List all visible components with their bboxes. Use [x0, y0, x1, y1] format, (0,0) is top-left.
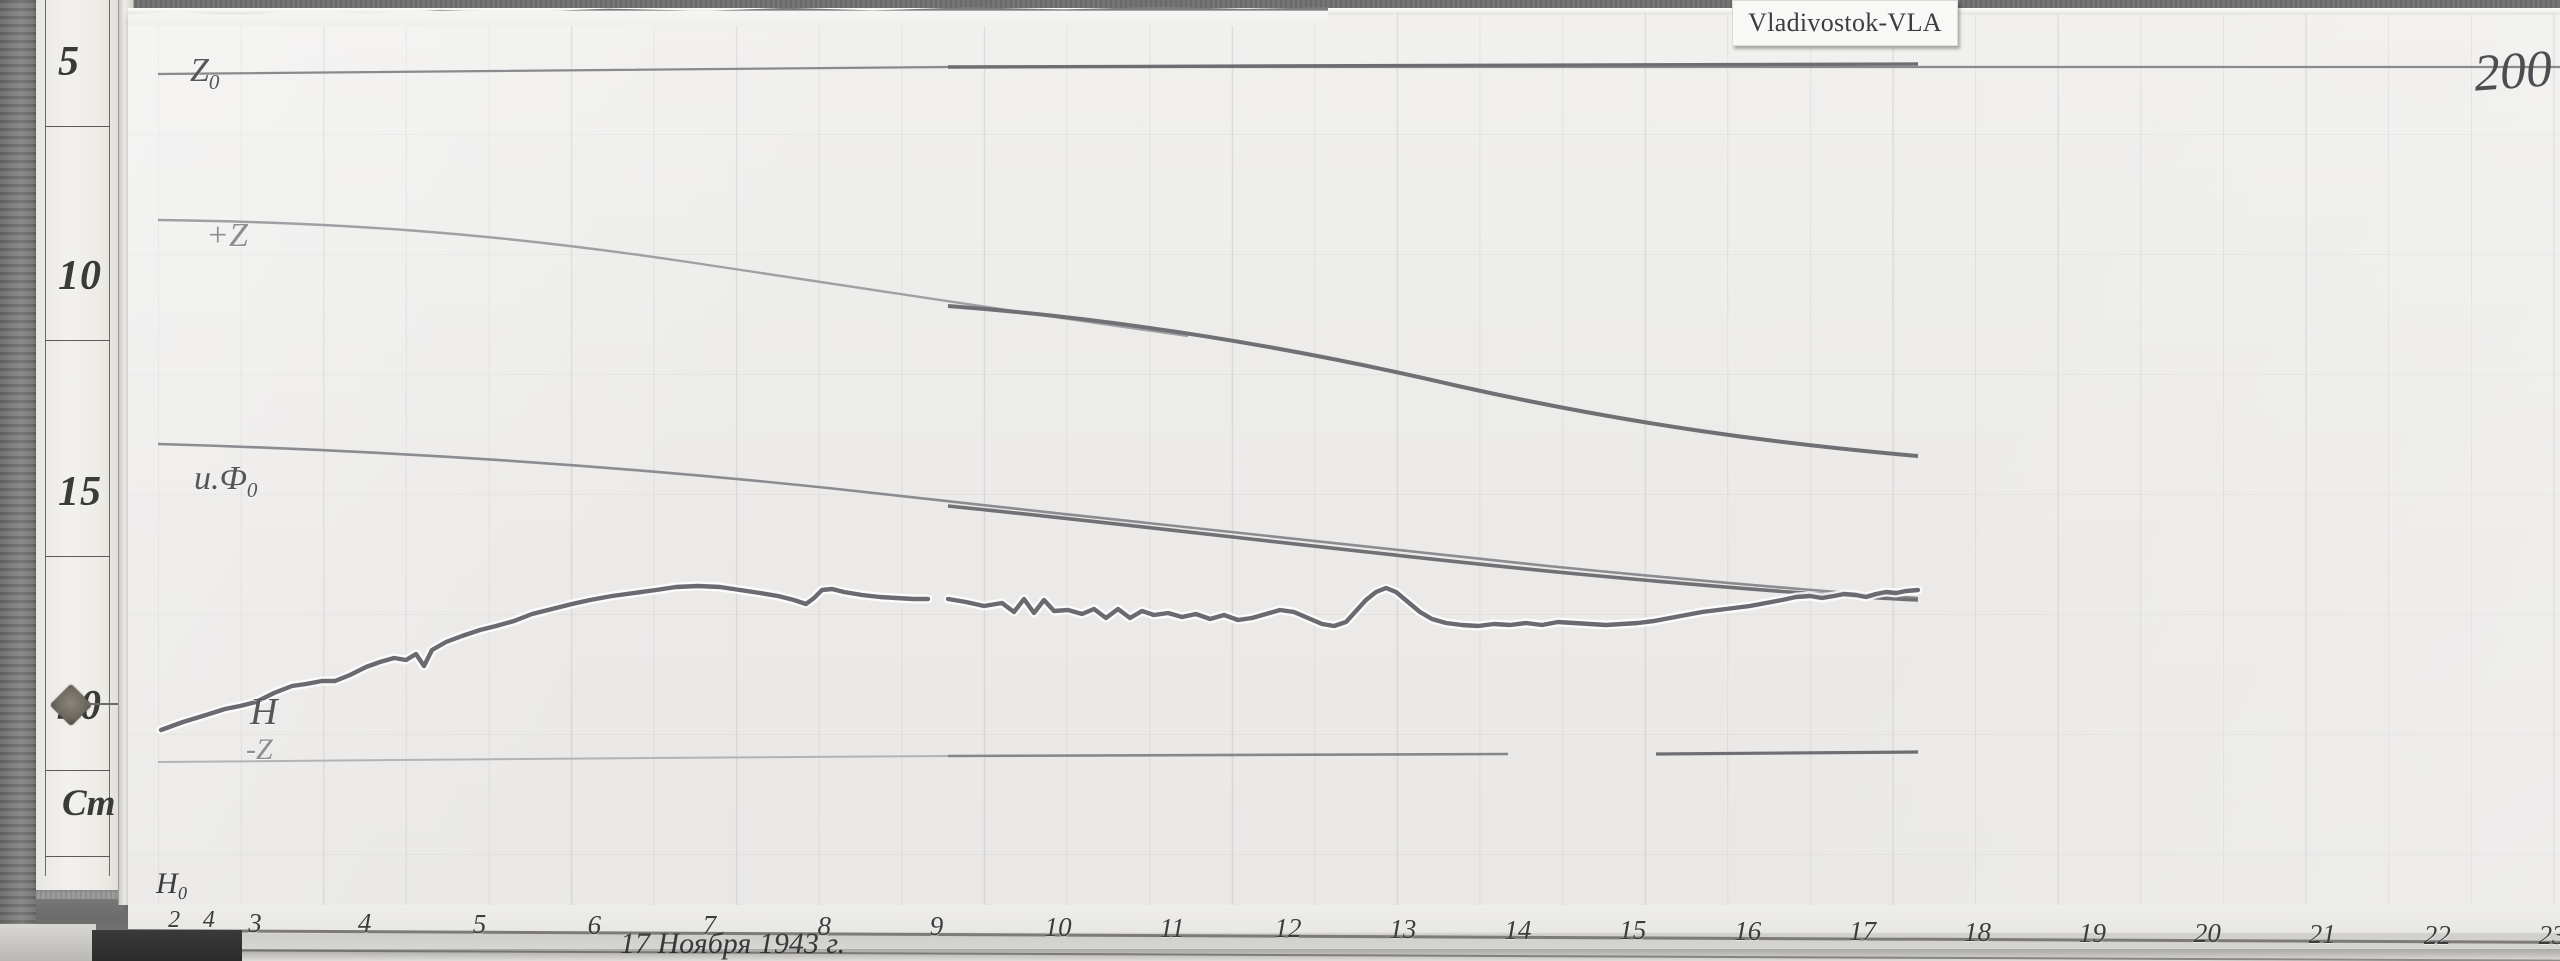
curve-label-z0: Z0 [190, 52, 220, 94]
time-tick-17: 17 [1849, 916, 1877, 947]
ruler-screw-line [86, 703, 122, 705]
trace-lower-baseline-right [1655, 750, 1919, 756]
axis-shadow [128, 949, 2560, 961]
time-tick-22: 22 [2423, 919, 2451, 950]
bottom-left-plate [0, 924, 96, 961]
time-tick-13: 13 [1389, 913, 1417, 944]
ruler-frame [45, 0, 110, 876]
curve-label-h: H [250, 691, 278, 733]
ruler-tick-15: 15 [58, 469, 102, 515]
time-tick-10: 10 [1044, 912, 1072, 943]
trace-lower-baseline-dark [947, 752, 1509, 758]
curve-label-plus-z: +Z [206, 217, 248, 254]
time-tick-4: 4 [202, 907, 215, 934]
time-axis: H₀ 2434567891011121314151617181920212223… [127, 867, 2560, 961]
ruler-unit-label: Cm [62, 783, 116, 824]
time-tick-4: 4 [357, 908, 372, 939]
centimeter-ruler: 5 10 15 20 Cm [36, 0, 128, 890]
time-tick-2: 2 [168, 907, 181, 934]
time-tick-8: 8 [817, 910, 832, 941]
time-tick-20: 20 [2193, 918, 2221, 949]
ruler-tick-5: 5 [58, 39, 80, 85]
time-tick-16: 16 [1734, 915, 1762, 946]
station-label: Vladivostok-VLA [1732, 0, 1958, 46]
trace-curves [156, 62, 2560, 763]
trace-z0-baseline-dark [947, 62, 1919, 69]
trace-lower-baseline [157, 755, 949, 763]
time-tick-15: 15 [1619, 915, 1647, 946]
trace-plusZ-dark [947, 304, 1919, 458]
time-tick-14: 14 [1504, 914, 1532, 945]
trace-z0-baseline [157, 65, 2560, 76]
time-tick-18: 18 [1964, 917, 1992, 948]
time-tick-11: 11 [1159, 912, 1185, 943]
time-tick-5: 5 [472, 908, 487, 939]
curve-label-declination: u.Ф0 [194, 460, 258, 502]
time-tick-12: 12 [1274, 913, 1302, 944]
station-label-text: Vladivostok-VLA [1748, 8, 1942, 37]
handwritten-scale-annotation: 200 [2472, 40, 2554, 103]
time-axis-origin-label: H₀ [156, 867, 189, 900]
time-tick-23: 23 [2538, 920, 2560, 951]
paper-top-edge [128, 8, 2560, 18]
wooden-strip-left [0, 0, 36, 961]
paper-torn-top-edge [128, 6, 1328, 26]
time-tick-7: 7 [702, 910, 717, 941]
trace-declination [157, 442, 1919, 600]
date-annotation: 17 Ноября 1943 г. [620, 927, 846, 960]
ruler-tick-10: 10 [58, 253, 102, 299]
time-tick-3: 3 [248, 907, 262, 938]
bottom-left-dark-block [92, 930, 242, 961]
time-tick-19: 19 [2078, 917, 2106, 948]
time-tick-6: 6 [587, 909, 602, 940]
time-tick-9: 9 [929, 911, 944, 942]
trace-plusZ [157, 218, 1189, 338]
time-tick-21: 21 [2308, 918, 2336, 949]
trace-horizontal-ink [158, 583, 1921, 733]
curve-label-minus-z: -Z [246, 733, 273, 766]
